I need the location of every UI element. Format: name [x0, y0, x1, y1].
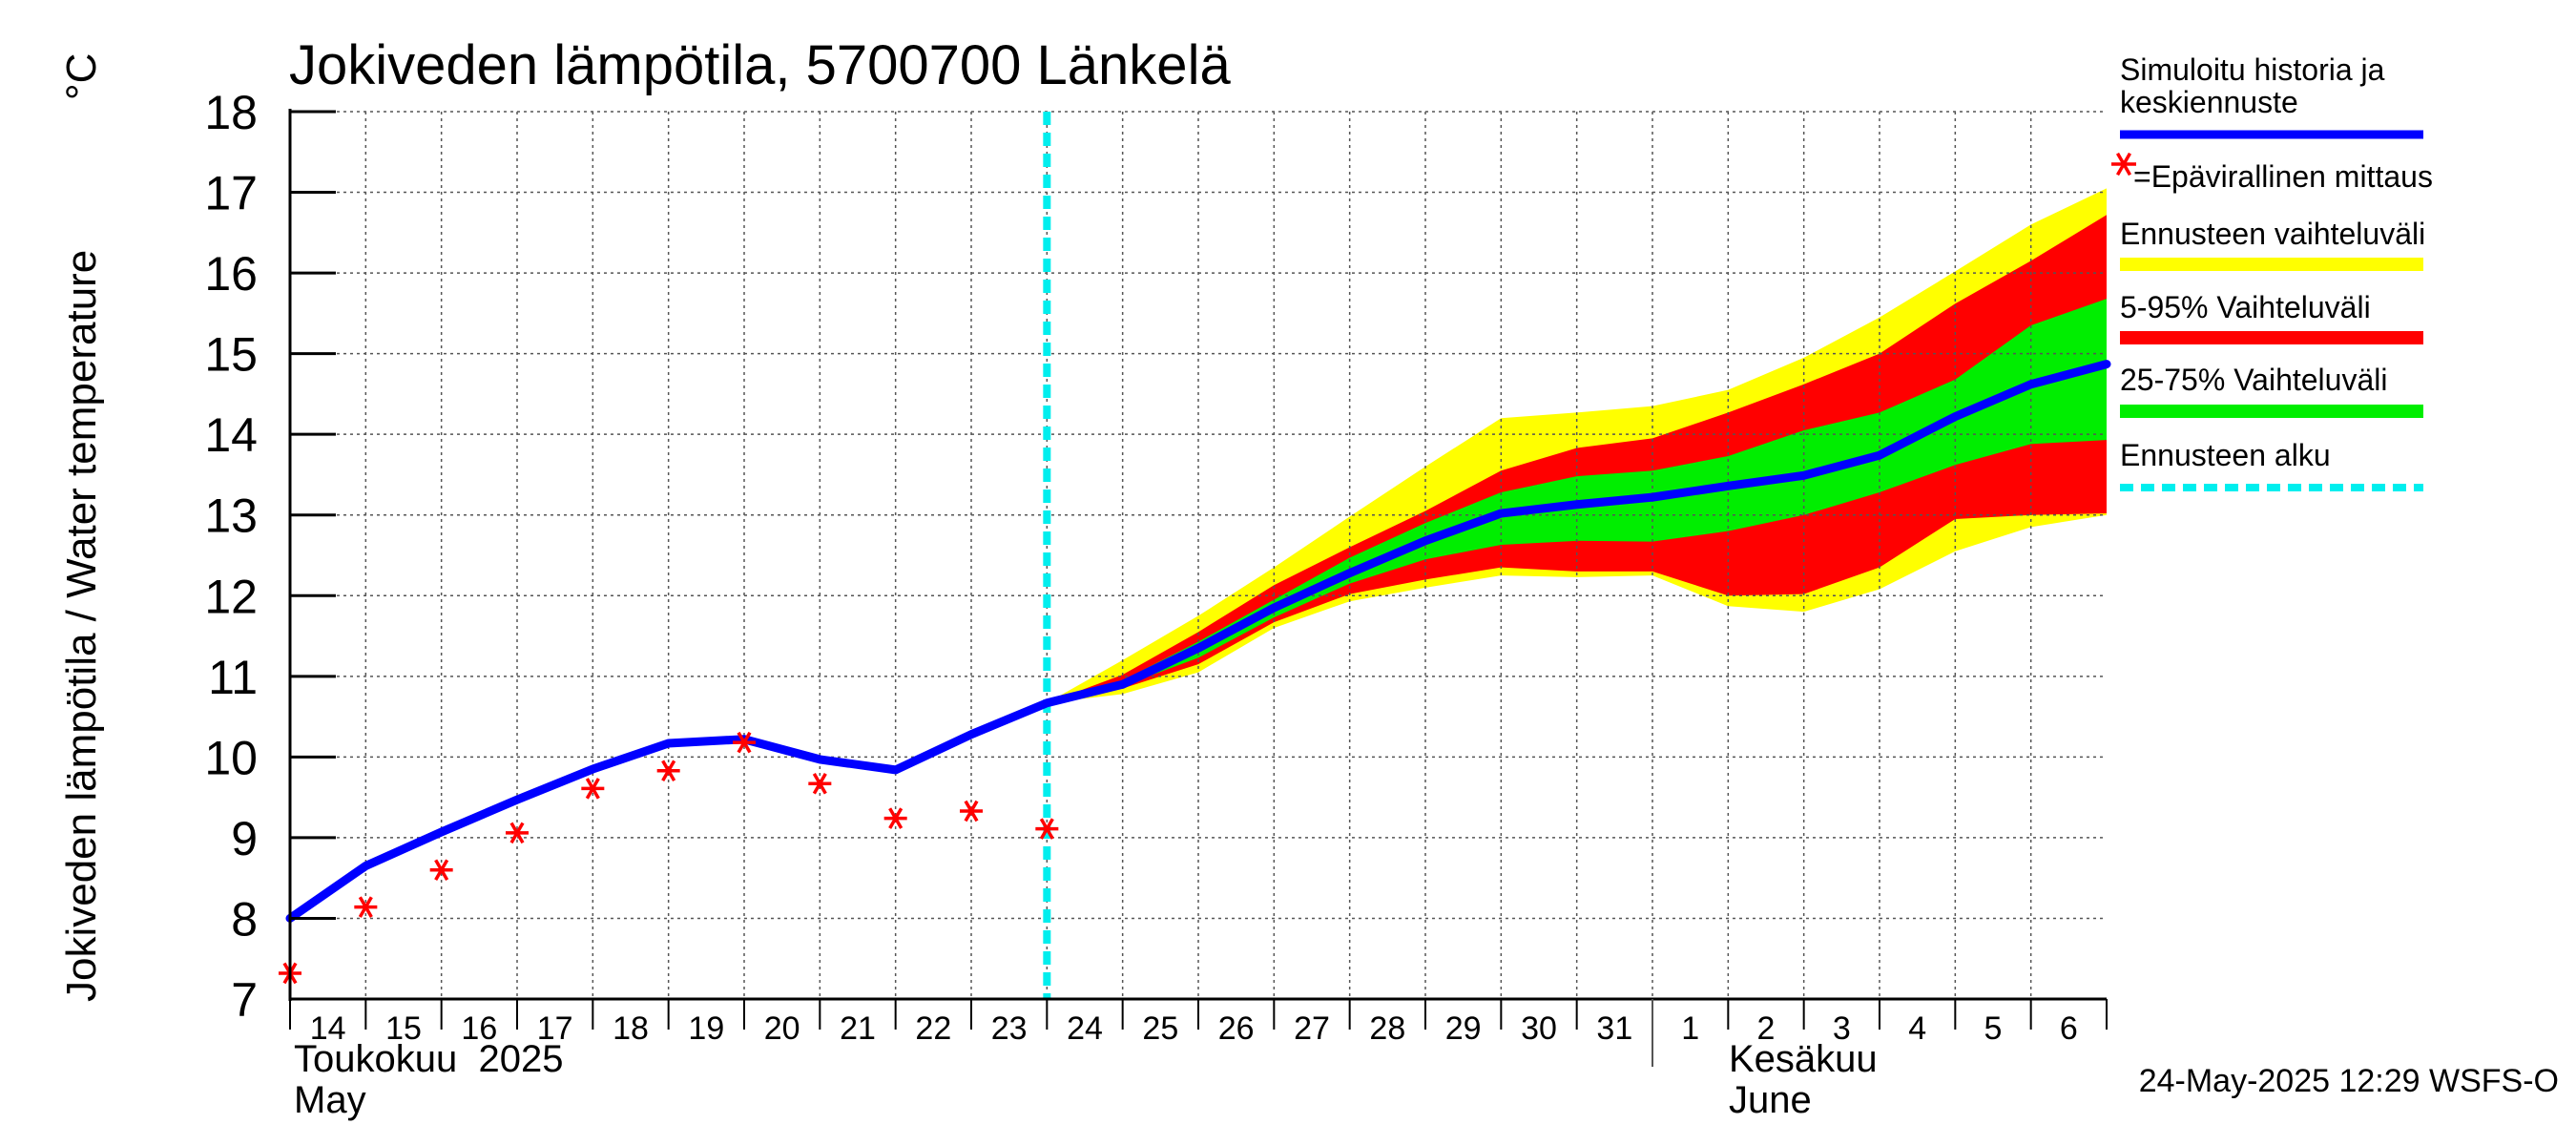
y-tick-label: 7	[231, 973, 258, 1027]
simulated-series	[285, 360, 2111, 923]
month-labels: Toukokuu 2025 May Kesäkuu June	[294, 1038, 1878, 1121]
y-tick-label: 13	[204, 489, 258, 543]
y-tick-label: 8	[231, 892, 258, 946]
x-tick-label: 25	[1142, 1010, 1178, 1047]
simulated-line	[285, 360, 2111, 923]
observation-7	[808, 772, 832, 795]
x-tick-label: 31	[1596, 1010, 1632, 1047]
x-tick-label: 26	[1218, 1010, 1255, 1047]
observation-9	[960, 800, 983, 822]
y-tick-labels: 7 8 9 10 11 12 13 14 15 16 17 18	[204, 86, 258, 1027]
y-tick-label: 11	[208, 651, 258, 704]
legend-forecast-start-label: Ennusteen alku	[2120, 438, 2331, 472]
month-label-june-en: June	[1729, 1079, 1812, 1121]
y-tick-label: 14	[204, 408, 258, 462]
x-tick-label: 18	[613, 1010, 649, 1047]
x-tick-label: 16	[461, 1010, 497, 1047]
legend-simulated-label-line1: Simuloitu historia ja	[2120, 52, 2385, 87]
axes	[288, 109, 2108, 1067]
x-tick-label: 3	[1833, 1010, 1851, 1047]
legend-band-label-2: 25-75% Vaihteluväli	[2120, 363, 2387, 397]
x-tick-labels: 14 15 16 17 18 19 20 21 22 23 24 25 26 27 28 29 30 31 1 2 3 4…	[310, 1010, 2078, 1047]
x-tick-label: 6	[2060, 1010, 2078, 1047]
observation-10	[1035, 818, 1059, 840]
x-tick-label: 5	[1984, 1010, 2003, 1047]
footer-timestamp: 24-May-2025 12:29 WSFS-O	[2139, 1063, 2559, 1099]
y-tick-label: 10	[204, 731, 258, 784]
observation-4	[581, 778, 605, 800]
observation-1	[354, 896, 378, 918]
month-label-may-fi: Toukokuu 2025	[294, 1038, 563, 1080]
legend-observation-label: =Epävirallinen mittaus	[2133, 159, 2433, 194]
observation-6	[733, 731, 756, 754]
month-label-may-en: May	[294, 1079, 366, 1121]
x-tick-label: 1	[1681, 1010, 1699, 1047]
y-tick-label: 12	[204, 570, 258, 623]
observation-2	[429, 859, 453, 881]
x-tick-label: 2	[1757, 1010, 1776, 1047]
y-axis-unit: °C	[58, 53, 105, 100]
observation-markers	[279, 731, 1059, 985]
y-tick-label: 15	[204, 328, 258, 382]
legend-band-label-1: 5-95% Vaihteluväli	[2120, 290, 2371, 324]
y-tick-label: 18	[204, 86, 258, 139]
grid-lines	[290, 111, 2107, 999]
x-tick-label: 27	[1294, 1010, 1330, 1047]
x-tick-label: 23	[991, 1010, 1028, 1047]
legend-observation-marker	[2111, 152, 2136, 177]
legend-simulated-label-line2: keskiennuste	[2120, 85, 2298, 119]
month-label-june-fi: Kesäkuu	[1729, 1038, 1878, 1080]
observation-5	[656, 760, 680, 782]
chart-title: Jokiveden lämpötila, 5700700 Länkelä	[289, 34, 1231, 96]
y-tick-label: 16	[204, 247, 258, 301]
observation-8	[883, 807, 907, 829]
x-tick-label: 14	[310, 1010, 346, 1047]
x-tick-label: 4	[1908, 1010, 1926, 1047]
y-axis-label: Jokiveden lämpötila / Water temperature	[58, 250, 105, 1002]
x-tick-label: 24	[1067, 1010, 1103, 1047]
x-tick-label: 21	[840, 1010, 876, 1047]
observation-3	[506, 822, 529, 844]
x-tick-label: 17	[537, 1010, 573, 1047]
x-tick-label: 22	[915, 1010, 951, 1047]
x-tick-label: 20	[764, 1010, 800, 1047]
x-tick-label: 15	[385, 1010, 422, 1047]
x-tick-label: 28	[1369, 1010, 1405, 1047]
y-tick-label: 9	[231, 812, 258, 865]
legend-band-label-0: Ennusteen vaihteluväli	[2120, 217, 2425, 251]
x-tick-label: 19	[688, 1010, 724, 1047]
x-tick-label: 29	[1445, 1010, 1482, 1047]
x-tick-label: 30	[1521, 1010, 1557, 1047]
y-tick-label: 17	[204, 167, 258, 220]
